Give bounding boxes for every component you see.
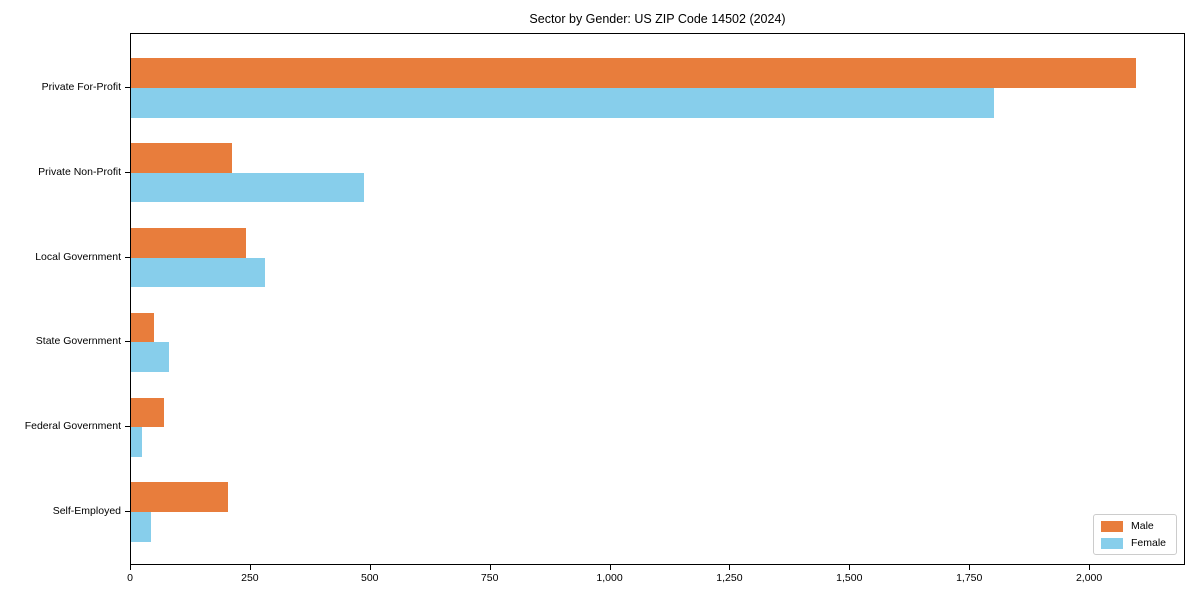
x-tick	[1089, 565, 1091, 570]
x-tick	[369, 565, 371, 570]
x-axis-label: 2,000	[1075, 572, 1103, 584]
y-axis-label: Private Non-Profit	[38, 165, 121, 178]
male-bar	[131, 227, 247, 258]
x-axis-label: 1,750	[956, 572, 983, 584]
x-tick	[609, 565, 611, 570]
x-tick	[249, 565, 251, 570]
legend: Male Female	[1092, 514, 1177, 555]
x-tick	[130, 565, 131, 570]
x-tick	[489, 565, 491, 570]
legend-swatch-female	[1100, 537, 1123, 549]
x-tick	[969, 565, 971, 570]
x-tick	[849, 565, 851, 570]
x-axis-label: 500	[361, 572, 379, 584]
y-tick	[125, 86, 130, 88]
plot-area: Male Female	[130, 33, 1185, 565]
y-axis-label: Federal Government	[24, 420, 121, 433]
y-axis-label: Private For-Profit	[41, 80, 121, 93]
x-axis-label: 1,000	[596, 572, 623, 584]
chart-title: Sector by Gender: US ZIP Code 14502 (202…	[529, 12, 786, 26]
legend-label: Female	[1130, 537, 1166, 549]
x-tick	[729, 565, 731, 570]
female-bar	[131, 87, 995, 118]
y-tick	[125, 426, 130, 428]
y-tick	[125, 511, 130, 513]
male-bar	[131, 397, 164, 428]
female-bar	[131, 257, 266, 288]
female-bar	[131, 427, 142, 457]
female-bar	[131, 342, 170, 373]
male-bar	[131, 482, 228, 513]
x-axis-label: 1,250	[716, 572, 743, 584]
y-axis-label: Self-Employed	[52, 505, 121, 518]
female-bar	[131, 172, 364, 203]
x-axis-label: 750	[480, 572, 499, 584]
y-tick	[125, 256, 130, 258]
male-bar	[131, 58, 1136, 88]
x-axis-label: 1,500	[836, 572, 863, 584]
legend-swatch-male	[1100, 520, 1123, 532]
y-tick	[125, 341, 130, 343]
x-axis-label: 250	[241, 572, 259, 584]
male-bar	[131, 143, 232, 173]
x-axis-label: 0	[127, 572, 133, 584]
legend-item: Female	[1100, 537, 1166, 549]
female-bar	[131, 512, 152, 542]
y-axis-label: State Government	[35, 335, 121, 348]
legend-item: Male	[1100, 520, 1166, 532]
y-axis-label: Local Government	[35, 250, 121, 263]
legend-label: Male	[1130, 520, 1154, 532]
male-bar	[131, 312, 155, 343]
y-tick	[125, 171, 130, 173]
